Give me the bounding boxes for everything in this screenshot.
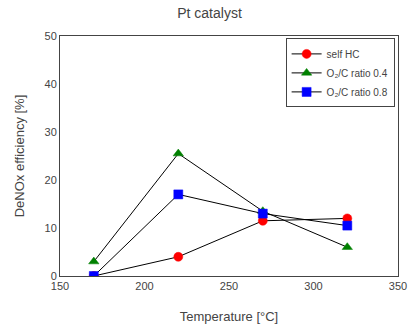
svg-text:250: 250 [220,280,238,292]
svg-text:40: 40 [45,78,57,90]
svg-text:50: 50 [45,30,57,42]
svg-text:10: 10 [45,222,57,234]
svg-text:O₂/C ratio 0.4: O₂/C ratio 0.4 [327,68,388,79]
svg-text:350: 350 [389,280,407,292]
svg-text:O₂/C ratio 0.8: O₂/C ratio 0.8 [327,87,388,98]
svg-text:Temperature [°C]: Temperature [°C] [180,309,278,324]
svg-text:200: 200 [135,280,153,292]
svg-text:DeNOx efficiency [%]: DeNOx efficiency [%] [12,95,27,218]
svg-text:150: 150 [51,280,69,292]
svg-text:0: 0 [51,270,57,282]
svg-text:30: 30 [45,126,57,138]
svg-text:Pt catalyst: Pt catalyst [177,5,242,21]
svg-text:self HC: self HC [327,49,360,60]
svg-text:20: 20 [45,174,57,186]
svg-text:300: 300 [304,280,322,292]
